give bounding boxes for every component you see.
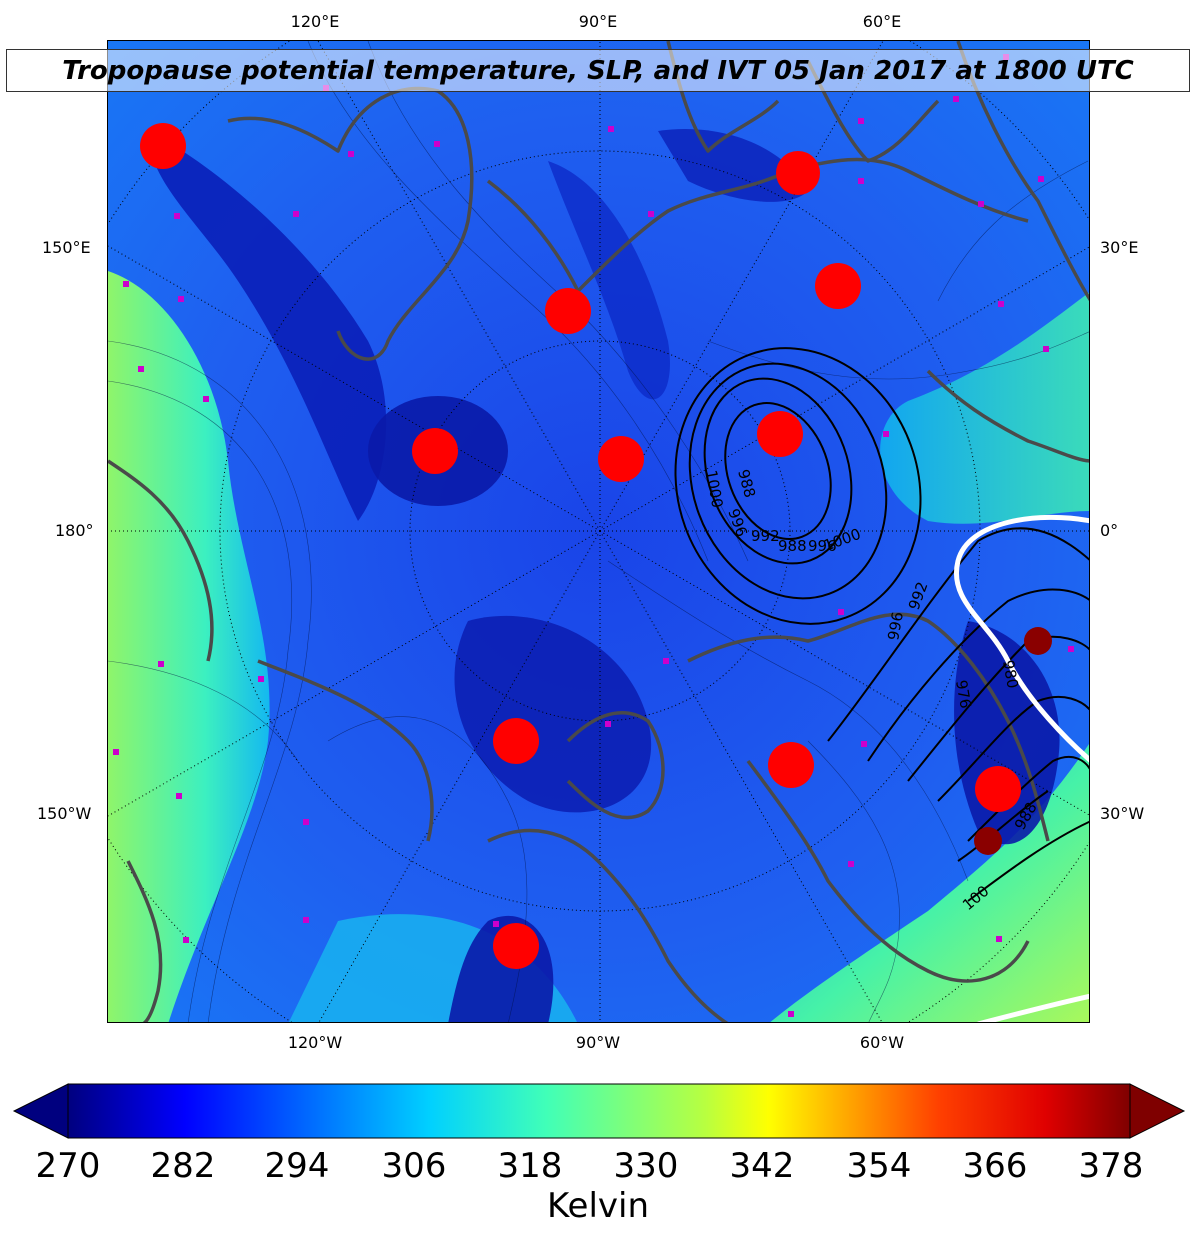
colorbar-tick-label: 366	[962, 1146, 1028, 1186]
lon-label-bottom: 90°W	[575, 1033, 621, 1052]
slp-label: 976	[952, 679, 975, 710]
warm-region-east	[880, 292, 1089, 524]
colorbar-tick-label: 342	[729, 1146, 795, 1186]
ivt-contours	[954, 514, 1089, 1022]
tpv-marker	[1024, 627, 1052, 655]
slp-label: 996	[884, 610, 907, 641]
lon-label-top: 60°E	[862, 12, 902, 31]
lon-label-left: 180°	[55, 521, 94, 540]
polar-stereographic-map: 1000 988 996 992 988 996 1000 992 996 98…	[108, 41, 1089, 1022]
map-panel: 1000 988 996 992 988 996 1000 992 996 98…	[107, 40, 1090, 1023]
lon-label-right: 30°W	[1100, 804, 1145, 823]
lon-label-top: 90°E	[578, 12, 618, 31]
coastlines	[108, 41, 1089, 1022]
tpv-marker	[757, 411, 803, 457]
colorbar-max-extend	[1129, 1083, 1186, 1139]
colorbar-tick-label: 270	[35, 1146, 101, 1186]
tpv-marker	[140, 123, 186, 169]
colorbar-min-extend	[12, 1083, 69, 1139]
colorbar	[12, 1083, 1186, 1139]
colorbar-tick-label: 378	[1078, 1146, 1144, 1186]
lon-label-right: 0°	[1100, 521, 1119, 540]
title-box: Tropopause potential temperature, SLP, a…	[6, 49, 1190, 92]
warm-region-southeast	[770, 743, 1089, 1022]
colorbar-tick-label: 354	[846, 1146, 912, 1186]
tpv-markers	[140, 123, 1052, 969]
lon-label-left: 150°W	[37, 804, 92, 823]
warm-region-west	[108, 271, 270, 1022]
station-markers	[113, 54, 1074, 1017]
slp-label: 980	[999, 659, 1022, 690]
colorbar-label: Kelvin	[546, 1186, 650, 1226]
colorbar-gradient	[67, 1083, 1131, 1139]
slp-label: 996	[808, 537, 837, 555]
tpv-marker	[974, 827, 1002, 855]
cold-filament-north	[548, 161, 670, 400]
tpv-marker	[412, 428, 458, 474]
tpv-marker	[493, 718, 539, 764]
cold-vortex-center-south	[454, 615, 652, 813]
tpv-marker	[545, 288, 591, 334]
slp-contours	[674, 347, 1089, 902]
tpv-marker	[768, 742, 814, 788]
tpv-marker	[598, 436, 644, 482]
slp-label: 992	[751, 527, 780, 545]
cold-trough-northwest	[148, 131, 387, 521]
slp-label: 988	[778, 537, 807, 555]
colorbar-tick-label: 330	[613, 1146, 679, 1186]
cold-region-north	[658, 129, 808, 202]
lon-label-bottom: 120°W	[287, 1033, 343, 1052]
lon-label-right: 30°E	[1100, 238, 1139, 257]
lon-label-top: 120°E	[290, 12, 340, 31]
tpv-marker	[776, 151, 820, 195]
tpv-marker	[493, 923, 539, 969]
lon-label-bottom: 60°W	[859, 1033, 905, 1052]
map-title: Tropopause potential temperature, SLP, a…	[62, 55, 1134, 86]
colorbar-tick-label: 294	[264, 1146, 330, 1186]
colorbar-tick-label: 306	[381, 1146, 447, 1186]
colorbar-tick-label: 282	[150, 1146, 216, 1186]
lon-label-left: 150°E	[42, 238, 91, 257]
theta-contours	[108, 41, 1089, 1022]
colorbar-tick-label: 318	[497, 1146, 563, 1186]
tpv-marker	[815, 263, 861, 309]
tpv-marker	[975, 766, 1021, 812]
